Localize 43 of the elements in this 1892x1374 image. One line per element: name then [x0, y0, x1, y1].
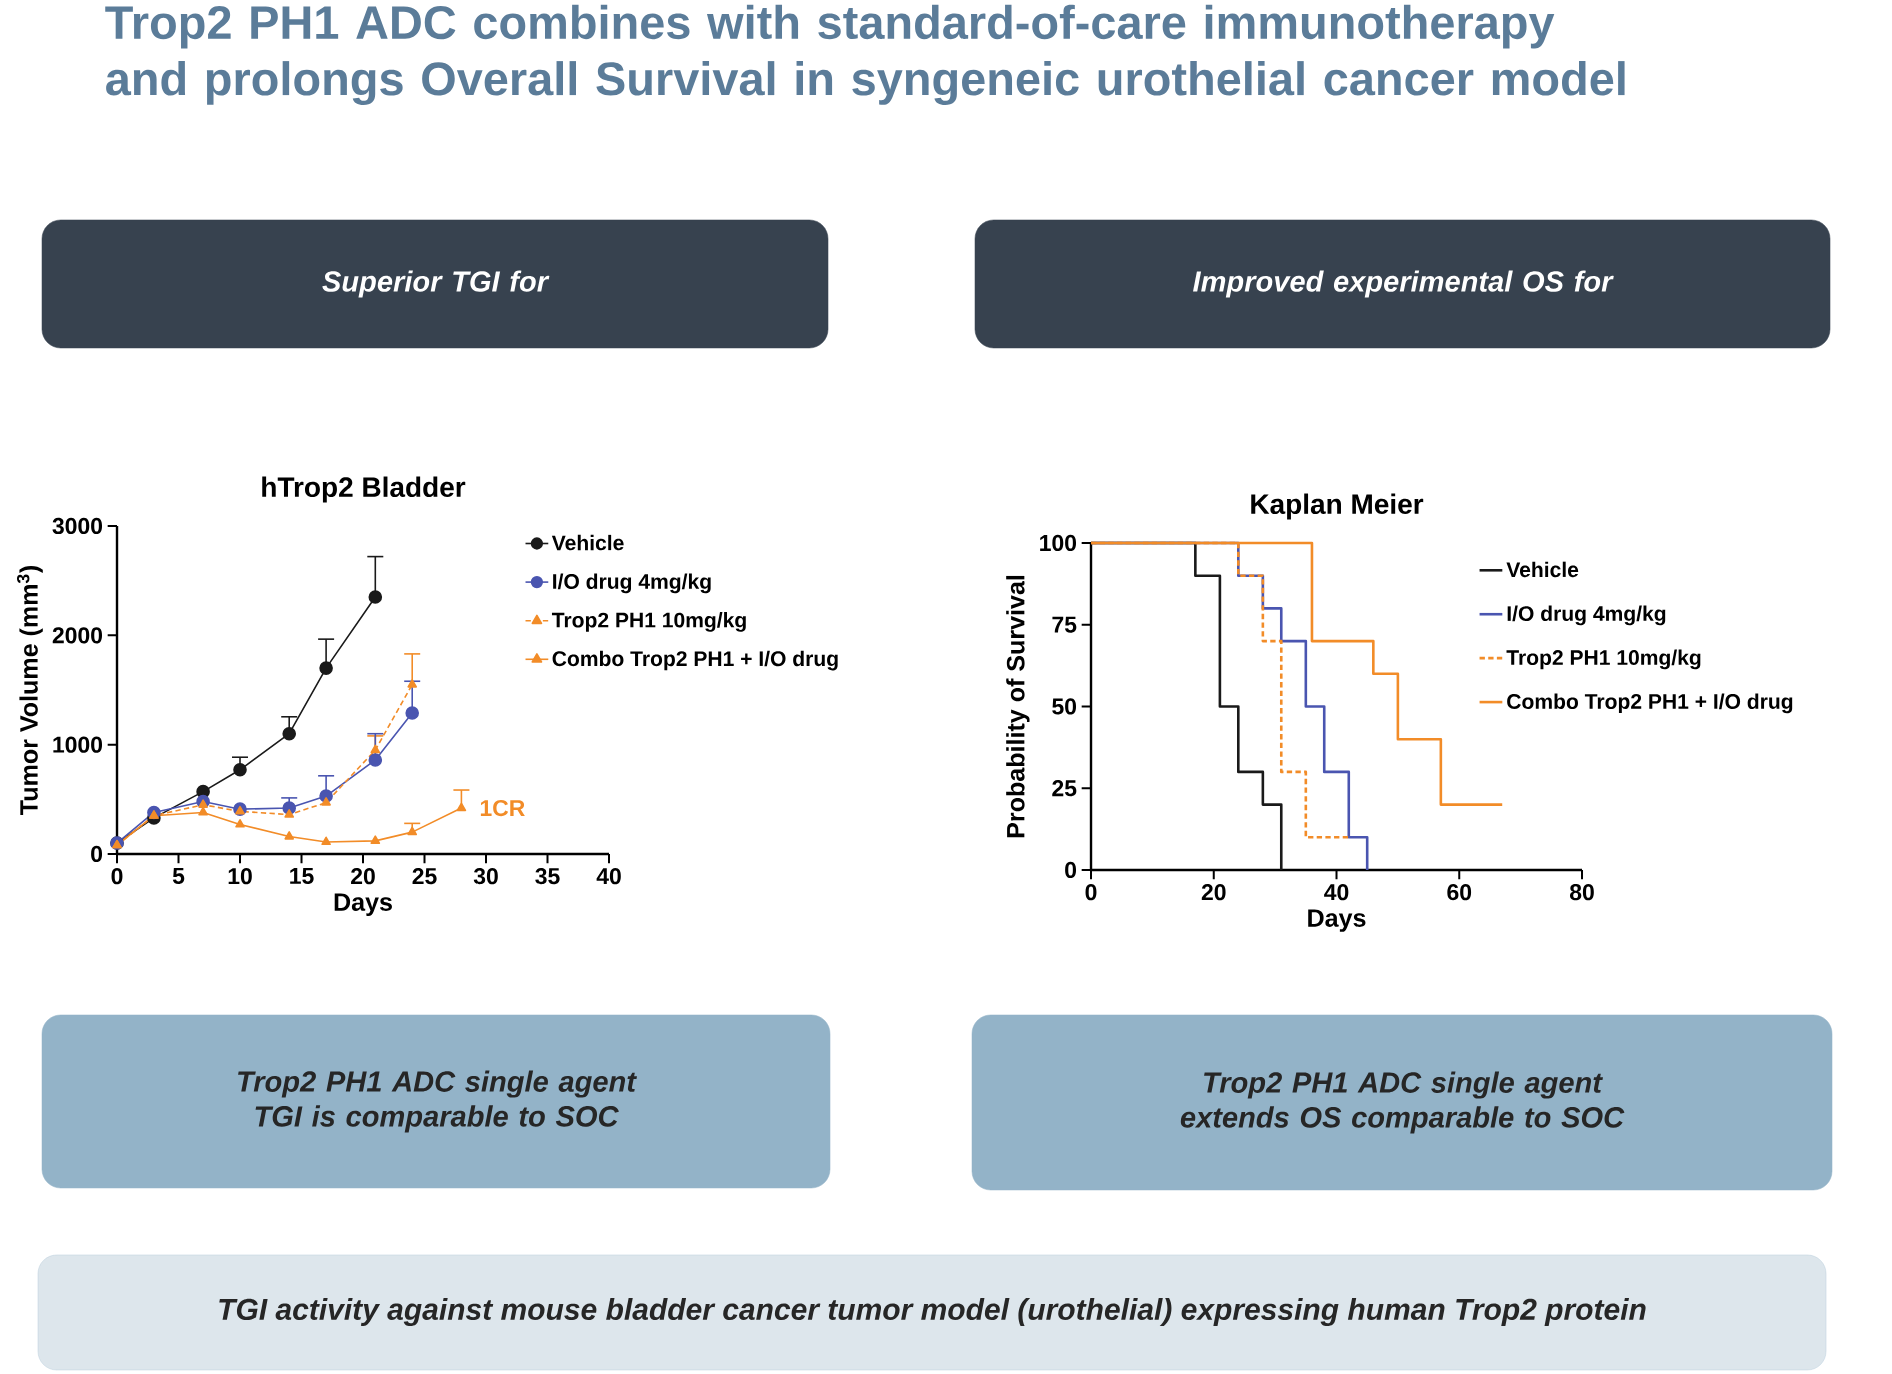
- chart-title: hTrop2 Bladder: [262, 476, 466, 503]
- x-tick-label: 30: [473, 868, 498, 885]
- x-tick-label: 60: [1447, 884, 1472, 901]
- text: Trop2 PH1 ADC single agent extends OS comparable to SOC: [1180, 1071, 1625, 1134]
- x-tick-label: 20: [1201, 884, 1226, 901]
- x-axis-title: Days: [1308, 909, 1366, 932]
- y-axis-title: Tumor Volume (mm$^{3}$): [16, 566, 43, 815]
- y-tick-label: 1000: [53, 736, 103, 753]
- x-tick-label: 40: [1324, 884, 1349, 901]
- text: Superior TGI for: [322, 270, 550, 298]
- x-tick-label: 15: [290, 868, 314, 885]
- x-tick-label: 0: [111, 868, 123, 885]
- x-tick-label: 0: [1085, 884, 1097, 901]
- legend-label: Combo Trop2 PH1 + I/O drug: [552, 650, 838, 671]
- x-tick-label: 25: [412, 868, 437, 885]
- y-tick-label: 50: [1052, 698, 1077, 715]
- legend-label: I/O drug 4mg/kg: [1507, 605, 1666, 626]
- legend-label: Vehicle: [551, 534, 624, 551]
- legend-label: Trop2 PH1 10mg/kg: [1506, 649, 1701, 670]
- annotation: 1CR: [480, 799, 525, 817]
- x-tick-label: 5: [172, 868, 185, 885]
- legend-label: Vehicle: [1506, 561, 1579, 578]
- y-axis-title: Probability of Survival: [1006, 575, 1030, 838]
- legend-label: Combo Trop2 PH1 + I/O drug: [1507, 693, 1793, 714]
- x-tick-label: 10: [228, 868, 252, 885]
- x-tick-label: 40: [596, 868, 621, 885]
- y-tick-label: 3000: [52, 517, 103, 535]
- x-axis-title: Days: [334, 893, 392, 916]
- y-tick-label: 25: [1052, 780, 1077, 797]
- y-tick-label: 0: [91, 845, 103, 863]
- text: Trop2 PH1 ADC single agent TGI is comparable to SOC: [238, 1070, 637, 1133]
- y-tick-label: 2000: [52, 627, 103, 644]
- x-tick-label: 20: [351, 868, 375, 885]
- legend-label: Trop2 PH1 10mg/kg: [551, 612, 746, 632]
- text: TGI activity against mouse bladder cancer tumor model (urothelial) expressing human Trop2 protein: [219, 1297, 1646, 1326]
- y-tick-label: 100: [1040, 534, 1077, 552]
- text: Trop2 PH1 ADC combines with standard-of-care immunotherapy and prolongs Overall Survival in syngeneic urothelial cancer model: [105, 4, 1625, 106]
- chart-title: Kaplan Meier: [1251, 493, 1424, 520]
- x-tick-label: 35: [535, 868, 560, 885]
- text: Improved experimental OS for: [1193, 270, 1614, 298]
- y-tick-label: 75: [1052, 616, 1077, 633]
- legend-label: I/O drug 4mg/kg: [553, 573, 711, 594]
- x-tick-label: 80: [1569, 884, 1594, 901]
